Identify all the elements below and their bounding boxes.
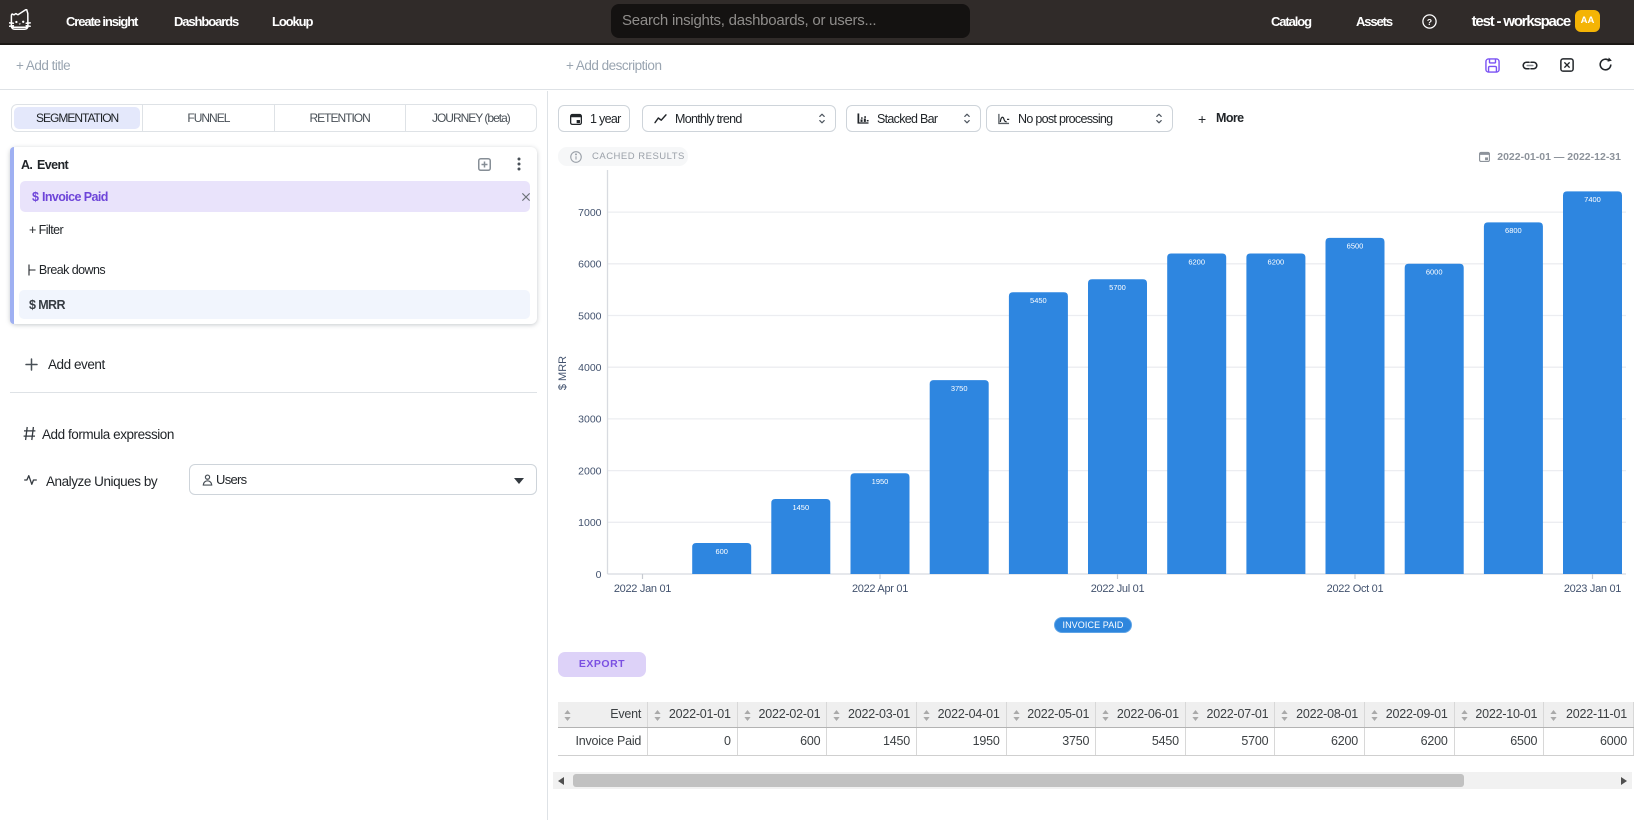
svg-text:6200: 6200 [1188,257,1205,266]
svg-text:1450: 1450 [792,503,809,512]
svg-text:3750: 3750 [951,384,968,393]
svg-text:1950: 1950 [872,477,889,486]
svg-text:6500: 6500 [1347,242,1364,251]
svg-text:$ MRR: $ MRR [557,356,569,390]
svg-text:1000: 1000 [578,517,602,529]
svg-text:2023 Jan 01: 2023 Jan 01 [1564,583,1621,595]
svg-text:2000: 2000 [578,465,602,477]
svg-text:2022 Jul 01: 2022 Jul 01 [1091,583,1145,595]
svg-text:6000: 6000 [578,259,602,271]
svg-text:0: 0 [596,569,602,581]
svg-text:3000: 3000 [578,414,602,426]
svg-text:?: ? [1427,17,1432,27]
svg-text:7000: 7000 [578,207,602,219]
svg-text:6800: 6800 [1505,226,1522,235]
svg-text:2022 Apr 01: 2022 Apr 01 [852,583,908,595]
svg-text:6000: 6000 [1426,268,1443,277]
svg-text:7400: 7400 [1584,195,1601,204]
svg-text:5450: 5450 [1030,296,1047,305]
svg-text:5700: 5700 [1109,283,1126,292]
svg-text:5000: 5000 [578,310,602,322]
svg-text:4000: 4000 [578,362,602,374]
svg-text:2022 Oct 01: 2022 Oct 01 [1327,583,1384,595]
svg-text:2022 Jan 01: 2022 Jan 01 [614,583,671,595]
svg-text:600: 600 [715,547,728,556]
svg-text:6200: 6200 [1268,257,1285,266]
